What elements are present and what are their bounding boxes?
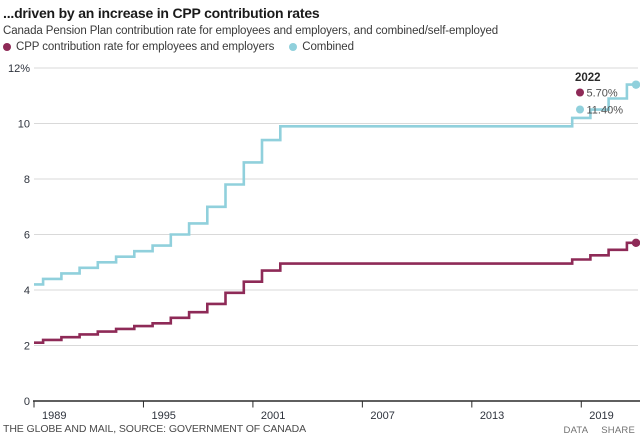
legend-label: CPP contribution rate for employees and … <box>16 41 275 53</box>
series-end-dot-combined <box>631 80 640 89</box>
x-tick-label: 1995 <box>151 410 175 422</box>
chart-title: ...driven by an increase in CPP contribu… <box>3 5 320 21</box>
legend-label: Combined <box>302 41 354 53</box>
y-tick-label: 10 <box>18 119 30 131</box>
legend-dot-icon <box>289 43 298 51</box>
annotation-value: 5.70% <box>587 88 618 100</box>
x-tick-label: 2007 <box>370 410 394 422</box>
legend: CPP contribution rate for employees and … <box>3 41 354 53</box>
chart-subtitle: Canada Pension Plan contribution rate fo… <box>3 25 499 37</box>
x-tick-label: 2001 <box>261 410 285 422</box>
x-tick-label: 2019 <box>589 410 613 422</box>
source-credit: THE GLOBE AND MAIL, SOURCE: GOVERNMENT O… <box>3 423 307 435</box>
y-tick-label: 0 <box>24 396 30 408</box>
legend-item-1: Combined <box>289 41 354 53</box>
series-line-cpp-contribution <box>34 241 636 344</box>
y-tick-label: 8 <box>24 174 30 186</box>
x-tick-label: 2013 <box>480 410 504 422</box>
annotation-dot-icon <box>576 88 584 97</box>
y-tick-label: 6 <box>24 230 30 242</box>
annotation-dot-icon <box>576 105 584 114</box>
annotation-year-label: 2022 <box>575 72 601 84</box>
annotation-value: 11.40% <box>587 105 624 117</box>
y-tick-label: 12% <box>8 63 30 75</box>
footer-actions: DATA SHARE <box>564 425 635 436</box>
x-tick-label: 1989 <box>42 410 66 422</box>
series-line-combined <box>34 83 636 286</box>
legend-item-0: CPP contribution rate for employees and … <box>3 41 274 53</box>
legend-dot-icon <box>3 43 11 51</box>
share-button[interactable]: SHARE <box>601 425 635 436</box>
y-tick-label: 4 <box>24 285 30 297</box>
data-button[interactable]: DATA <box>563 425 589 436</box>
series-end-dot-cpp-contribution <box>631 238 640 248</box>
y-tick-label: 2 <box>24 341 30 353</box>
